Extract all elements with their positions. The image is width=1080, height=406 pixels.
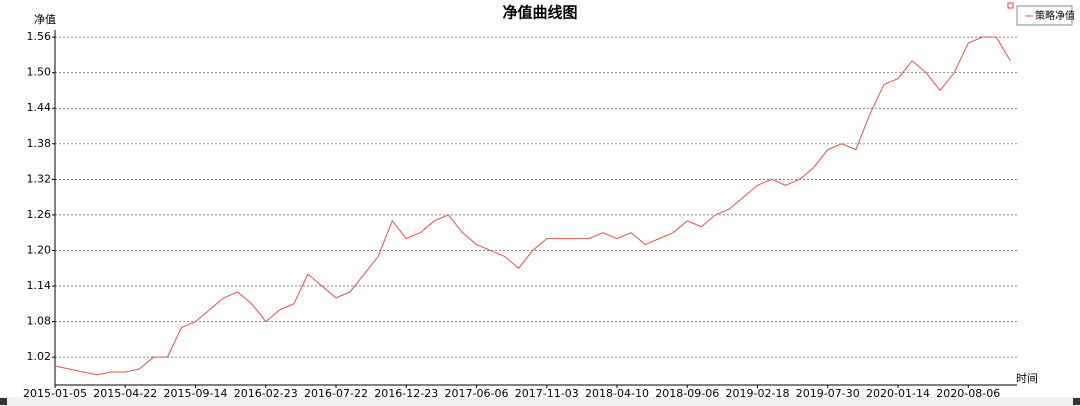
x-tick-label: 2017-06-06: [445, 387, 509, 400]
y-tick-label: 1.26: [27, 208, 52, 221]
scroll-left[interactable]: [0, 398, 7, 405]
legend-label: 策略净值: [1035, 9, 1075, 22]
x-tick-label: 2018-09-06: [655, 387, 719, 400]
y-tick-label: 1.50: [27, 66, 52, 79]
x-axis-label: 时间: [1016, 372, 1038, 385]
y-tick-label: 1.44: [27, 101, 52, 114]
x-tick-label: 2018-04-10: [585, 387, 649, 400]
x-tick-label: 2016-12-23: [374, 387, 438, 400]
chart-title: 净值曲线图: [502, 4, 577, 22]
y-tick-label: 1.08: [27, 315, 52, 328]
y-tick-label: 1.56: [27, 30, 52, 43]
y-tick-label: 1.14: [27, 279, 52, 292]
x-tick-label: 2017-11-03: [515, 387, 579, 400]
x-tick-label: 2015-01-05: [23, 387, 87, 400]
y-tick-label: 1.32: [27, 172, 52, 185]
marker: [1007, 2, 1014, 9]
x-tick-label: 2016-02-23: [234, 387, 298, 400]
legend-box: [1016, 5, 1073, 26]
y-tick-label: 1.02: [27, 350, 52, 363]
scrollbar[interactable]: [0, 397, 1080, 406]
x-tick-label: 2015-09-14: [164, 387, 228, 400]
line-series: [54, 36, 1011, 376]
x-tick-label: 2019-07-30: [796, 387, 860, 400]
x-tick-label: 2020-01-14: [866, 387, 930, 400]
x-tick-label: 2019-02-18: [726, 387, 790, 400]
x-tick-label: 2020-08-06: [936, 387, 1000, 400]
scroll-right[interactable]: [1073, 398, 1080, 405]
x-tick-label: 2015-04-22: [93, 387, 157, 400]
y-tick-label: 1.38: [27, 137, 52, 150]
x-tick-label: 2016-07-22: [304, 387, 368, 400]
y-axis-label: 净值: [34, 12, 56, 26]
y-tick-label: 1.20: [27, 243, 52, 256]
